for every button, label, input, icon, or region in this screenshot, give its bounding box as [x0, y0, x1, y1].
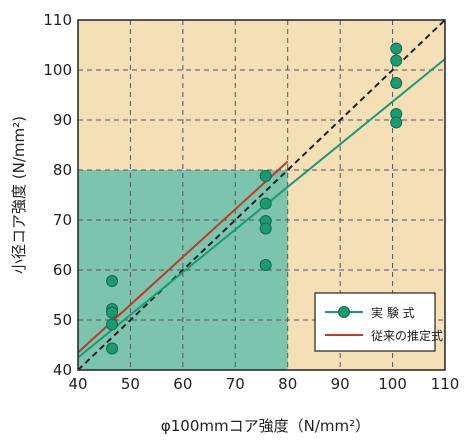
data-point — [259, 222, 272, 235]
data-point — [106, 318, 119, 331]
data-point — [390, 54, 403, 67]
x-tick-label: 110 — [431, 375, 460, 393]
data-point — [390, 116, 403, 129]
x-tick-label: 100 — [378, 375, 407, 393]
data-point — [106, 342, 119, 355]
plot-frame — [77, 19, 446, 371]
y-axis-title: 小径コア強度 (N/mm²) — [10, 116, 28, 274]
legend-box — [314, 292, 436, 352]
data-point — [259, 259, 272, 271]
data-point — [259, 170, 272, 182]
x-tick-label: 40 — [68, 375, 87, 393]
y-tick-label: 60 — [53, 261, 72, 279]
legend-experimental-marker — [338, 306, 350, 318]
reference-line-y-equals-x — [78, 20, 445, 370]
points-layer — [106, 42, 403, 355]
data-point — [390, 77, 403, 89]
x-tick-label: 50 — [121, 375, 140, 393]
y-tick-label: 70 — [53, 211, 72, 229]
data-point — [106, 275, 119, 287]
y-tick-label: 50 — [53, 311, 72, 329]
y-tick-labels: 40 50 60 70 80 90 100 110 — [43, 11, 72, 379]
y-tick-label: 40 — [53, 361, 72, 379]
x-axis-title: φ100mmコア強度（N/mm²） — [161, 417, 370, 435]
x-tick-label: 90 — [331, 375, 350, 393]
x-tick-label: 80 — [278, 375, 297, 393]
legend: 実 験 式 従来の推定式 — [314, 292, 443, 352]
x-tick-label: 60 — [173, 375, 192, 393]
legend-conventional-label: 従来の推定式 — [371, 328, 443, 343]
data-point — [106, 306, 119, 319]
y-tick-label: 90 — [53, 111, 72, 129]
data-point — [259, 197, 272, 210]
experimental-fit-line — [78, 58, 445, 359]
x-tick-labels: 40 50 60 70 80 90 100 110 — [68, 375, 459, 393]
y-tick-label: 80 — [53, 161, 72, 179]
data-point — [390, 42, 403, 55]
x-tick-label: 70 — [226, 375, 245, 393]
y-tick-label: 110 — [43, 11, 72, 29]
y-tick-label: 100 — [43, 61, 72, 79]
legend-experimental-label: 実 験 式 — [371, 305, 415, 320]
